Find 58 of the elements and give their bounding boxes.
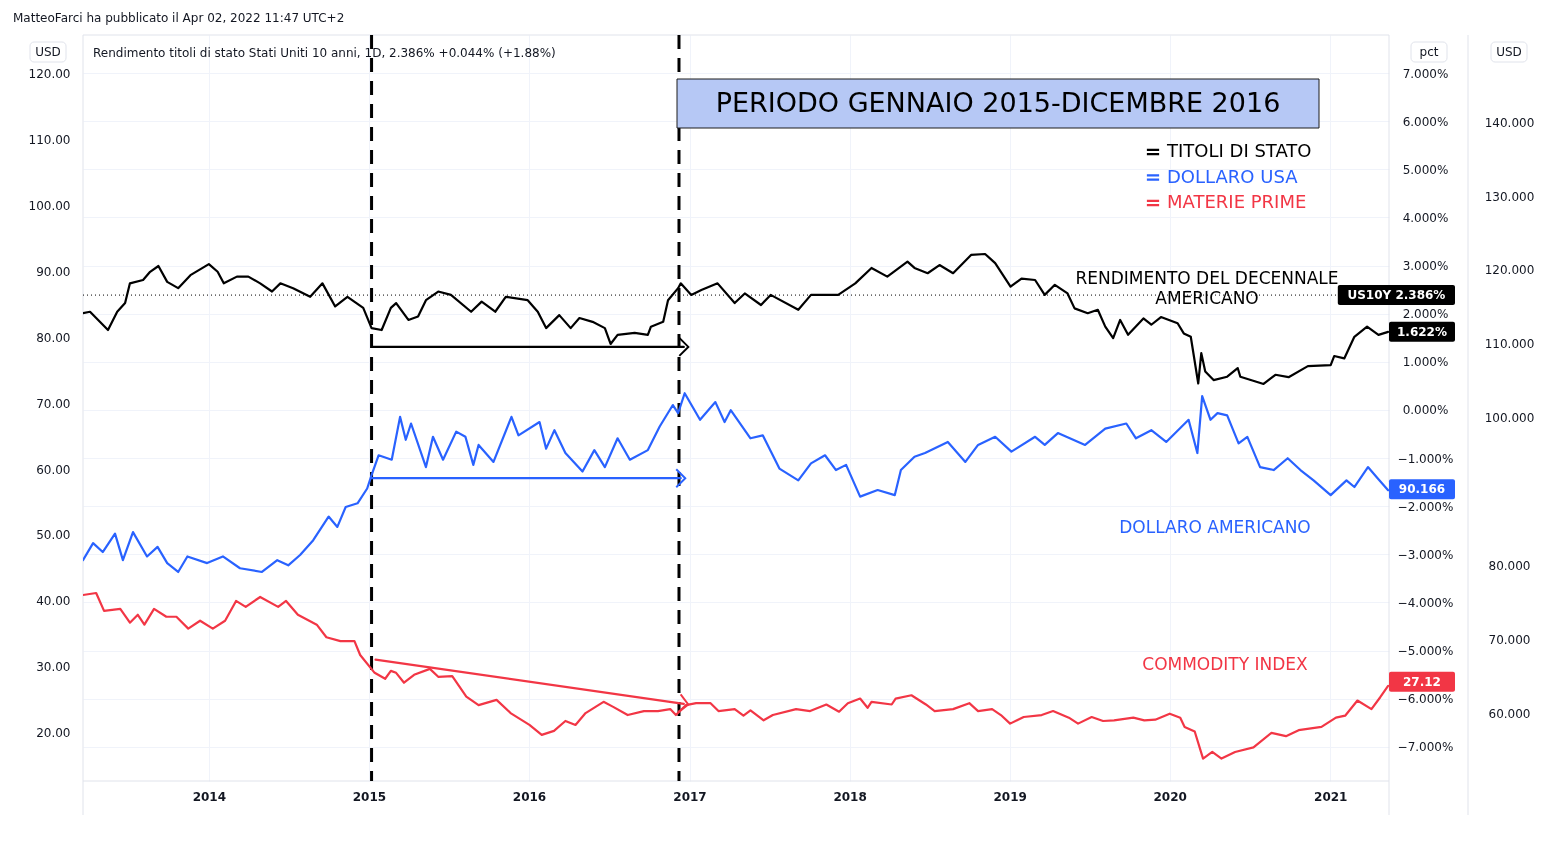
y2-axis-title: pct: [1419, 45, 1439, 59]
y-tick-label: 80.00: [36, 330, 71, 345]
y2-tick-label: 1.000%: [1402, 355, 1449, 370]
y2-tick-label: 3.000%: [1402, 259, 1449, 274]
y3-tick-label: 110.000: [1484, 337, 1535, 352]
x-tick-label: 2020: [1153, 789, 1187, 804]
y2-tick-label: −1.000%: [1397, 451, 1454, 466]
y2-tick-label: −3.000%: [1397, 547, 1454, 562]
y-tick-label: 100.00: [28, 198, 71, 213]
text: MatteoFarci ha pubblicato il Apr 02, 2022 11:47 UTC+2: [13, 11, 345, 25]
legend-label: MATERIE PRIME: [1167, 191, 1307, 212]
y2-tick-label: −7.000%: [1397, 740, 1454, 755]
y2-tick-label: −6.000%: [1397, 692, 1454, 707]
x-tick-label: 2018: [833, 789, 867, 804]
annotation: RENDIMENTO DEL DECENNALE AMERICANO: [1075, 268, 1339, 308]
y2-tick-label: 0.000%: [1402, 403, 1449, 418]
text: PERIODO GENNAIO 2015-DICEMBRE 2016: [715, 87, 1281, 118]
y-tick-label: 50.00: [36, 528, 71, 543]
y-tick-label: 40.00: [36, 594, 71, 609]
y-tick-label: 60.00: [36, 462, 71, 477]
x-tick-label: 2015: [352, 789, 387, 804]
y3-tick-label: 80.000: [1488, 558, 1531, 573]
y3-tick-label: 60.000: [1488, 706, 1531, 721]
x-tick-label: 2016: [512, 789, 547, 804]
annotation: DOLLARO AMERICANO: [1119, 517, 1311, 537]
y3-tick-label: 120.000: [1484, 263, 1535, 278]
x-tick-label: 2017: [673, 789, 707, 804]
y2-tick-label: 5.000%: [1402, 162, 1449, 177]
y-tick-label: 70.00: [36, 396, 71, 411]
y3-axis-title: USD: [1496, 45, 1522, 59]
y-axis-title: USD: [35, 45, 61, 59]
y-tick-label: 30.00: [36, 660, 71, 675]
data-label: 27.12: [1403, 674, 1441, 689]
x-tick-label: 2014: [192, 789, 227, 804]
annotation: COMMODITY INDEX: [1142, 654, 1309, 674]
y2-tick-label: −2.000%: [1397, 499, 1454, 514]
legend-label: DOLLARO USA: [1167, 165, 1299, 187]
y3-tick-label: 140.000: [1484, 115, 1535, 130]
x-tick-label: 2021: [1314, 789, 1348, 804]
y-tick-label: 20.00: [36, 726, 71, 741]
legend-label: TITOLI DI STATO: [1166, 140, 1312, 161]
y-tick-label: 90.00: [36, 264, 71, 279]
y-tick-label: 120.00: [28, 66, 71, 81]
y2-tick-label: −4.000%: [1397, 595, 1454, 610]
y3-tick-label: 70.000: [1488, 632, 1531, 647]
data-label: 90.166: [1398, 482, 1446, 497]
y-tick-label: 110.00: [28, 132, 71, 147]
text: Rendimento titoli di stato Stati Uniti 10 anni, 1D, 2.386% +0.044% (+1.88%): [93, 46, 556, 60]
y2-tick-label: 6.000%: [1402, 114, 1449, 129]
y2-tick-label: −5.000%: [1397, 644, 1454, 659]
y2-tick-label: 4.000%: [1402, 210, 1449, 225]
y3-tick-label: 100.000: [1484, 411, 1535, 426]
ref-line-label: US10Y 2.386%: [1347, 288, 1446, 303]
y2-tick-label: 7.000%: [1402, 66, 1449, 81]
x-tick-label: 2019: [993, 789, 1027, 804]
y3-tick-label: 130.000: [1484, 189, 1535, 204]
data-label: 1.622%: [1397, 324, 1447, 339]
y2-tick-label: 2.000%: [1402, 307, 1449, 322]
